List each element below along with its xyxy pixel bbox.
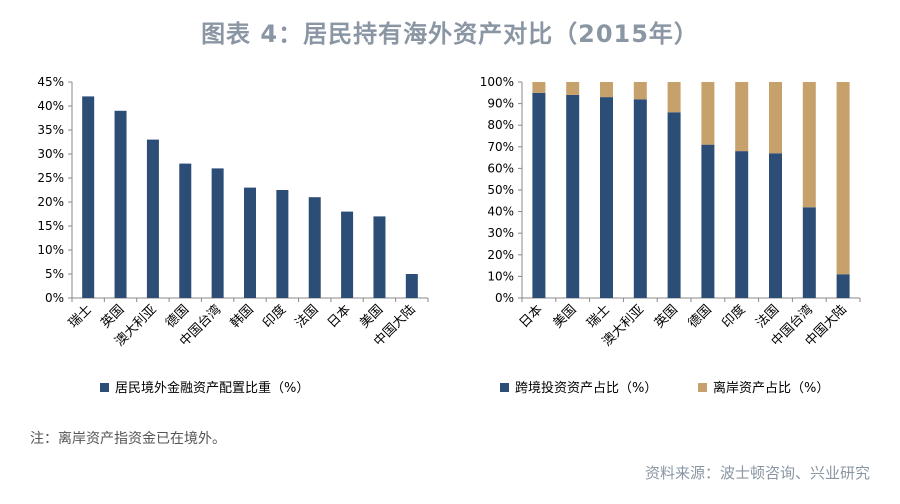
bar [735, 82, 749, 152]
bar [667, 112, 681, 299]
bar [146, 139, 159, 298]
x-category-label: 韩国 [228, 302, 257, 331]
bar [802, 82, 816, 208]
x-category-label: 德国 [163, 302, 192, 331]
bar [701, 82, 715, 145]
bar [405, 274, 418, 298]
y-tick-label: 25% [37, 171, 64, 185]
y-tick-label: 80% [487, 118, 514, 132]
y-tick-label: 90% [487, 97, 514, 111]
source-text: 资料来源：波士顿咨询、兴业研究 [644, 464, 870, 482]
y-tick-label: 0% [45, 291, 64, 305]
bar [211, 168, 224, 298]
bar [82, 96, 95, 299]
x-category-label: 印度 [259, 302, 289, 332]
y-tick-label: 50% [487, 183, 514, 197]
x-category-label: 印度 [719, 302, 749, 332]
x-category-label: 日本 [517, 302, 546, 331]
y-tick-label: 30% [37, 147, 64, 161]
x-category-label: 英国 [652, 302, 681, 331]
y-tick-label: 0% [495, 291, 514, 305]
y-tick-label: 15% [37, 219, 64, 233]
bar [532, 92, 546, 298]
y-tick-label: 45% [37, 75, 64, 89]
y-tick-label: 10% [37, 243, 64, 257]
bar [566, 94, 580, 299]
legend-swatch [698, 383, 707, 392]
y-tick-label: 60% [487, 161, 514, 175]
y-tick-label: 20% [37, 195, 64, 209]
y-tick-label: 70% [487, 140, 514, 154]
bar [179, 163, 192, 298]
bar [373, 216, 386, 298]
bar [769, 82, 782, 154]
x-category-label: 美国 [551, 302, 580, 331]
y-tick-label: 5% [45, 267, 64, 281]
y-tick-label: 40% [37, 99, 64, 113]
x-category-label: 美国 [357, 302, 386, 331]
legend-swatch [500, 383, 509, 392]
y-tick-label: 10% [487, 269, 514, 283]
bar [114, 110, 127, 298]
y-tick-label: 35% [37, 123, 64, 137]
bar [308, 197, 321, 298]
bar [701, 144, 715, 298]
x-category-label: 法国 [753, 302, 782, 331]
x-category-label: 德国 [686, 302, 715, 331]
bar [532, 82, 546, 93]
x-category-label: 英国 [98, 302, 127, 331]
bar [566, 82, 580, 95]
y-tick-label: 100% [480, 75, 514, 89]
bar [633, 82, 647, 100]
bar [735, 151, 749, 298]
y-tick-label: 30% [487, 226, 514, 240]
bar [600, 82, 613, 98]
x-category-label: 瑞士 [66, 302, 95, 331]
legend-label: 离岸资产占比（%） [713, 380, 829, 396]
legend-swatch [100, 383, 109, 392]
bar [341, 211, 354, 298]
bar [600, 97, 613, 299]
x-category-label: 日本 [325, 302, 354, 331]
y-tick-label: 40% [487, 205, 514, 219]
legend-label: 居民境外金融资产配置比重（%） [115, 380, 309, 396]
x-category-label: 法国 [293, 302, 322, 331]
footnote: 注：离岸资产指资金已在境外。 [30, 431, 226, 447]
y-tick-label: 20% [487, 248, 514, 262]
chart-title: 图表 4：居民持有海外资产对比（2015年） [201, 20, 699, 48]
legend-label: 跨境投资资产占比（%） [515, 380, 657, 396]
bar [667, 82, 681, 113]
bar [633, 99, 647, 298]
bar [802, 207, 816, 298]
bar [244, 187, 256, 298]
bar [276, 190, 289, 298]
bar [836, 274, 850, 298]
bar [836, 82, 850, 275]
x-category-label: 瑞士 [584, 302, 613, 331]
bar [769, 153, 782, 298]
